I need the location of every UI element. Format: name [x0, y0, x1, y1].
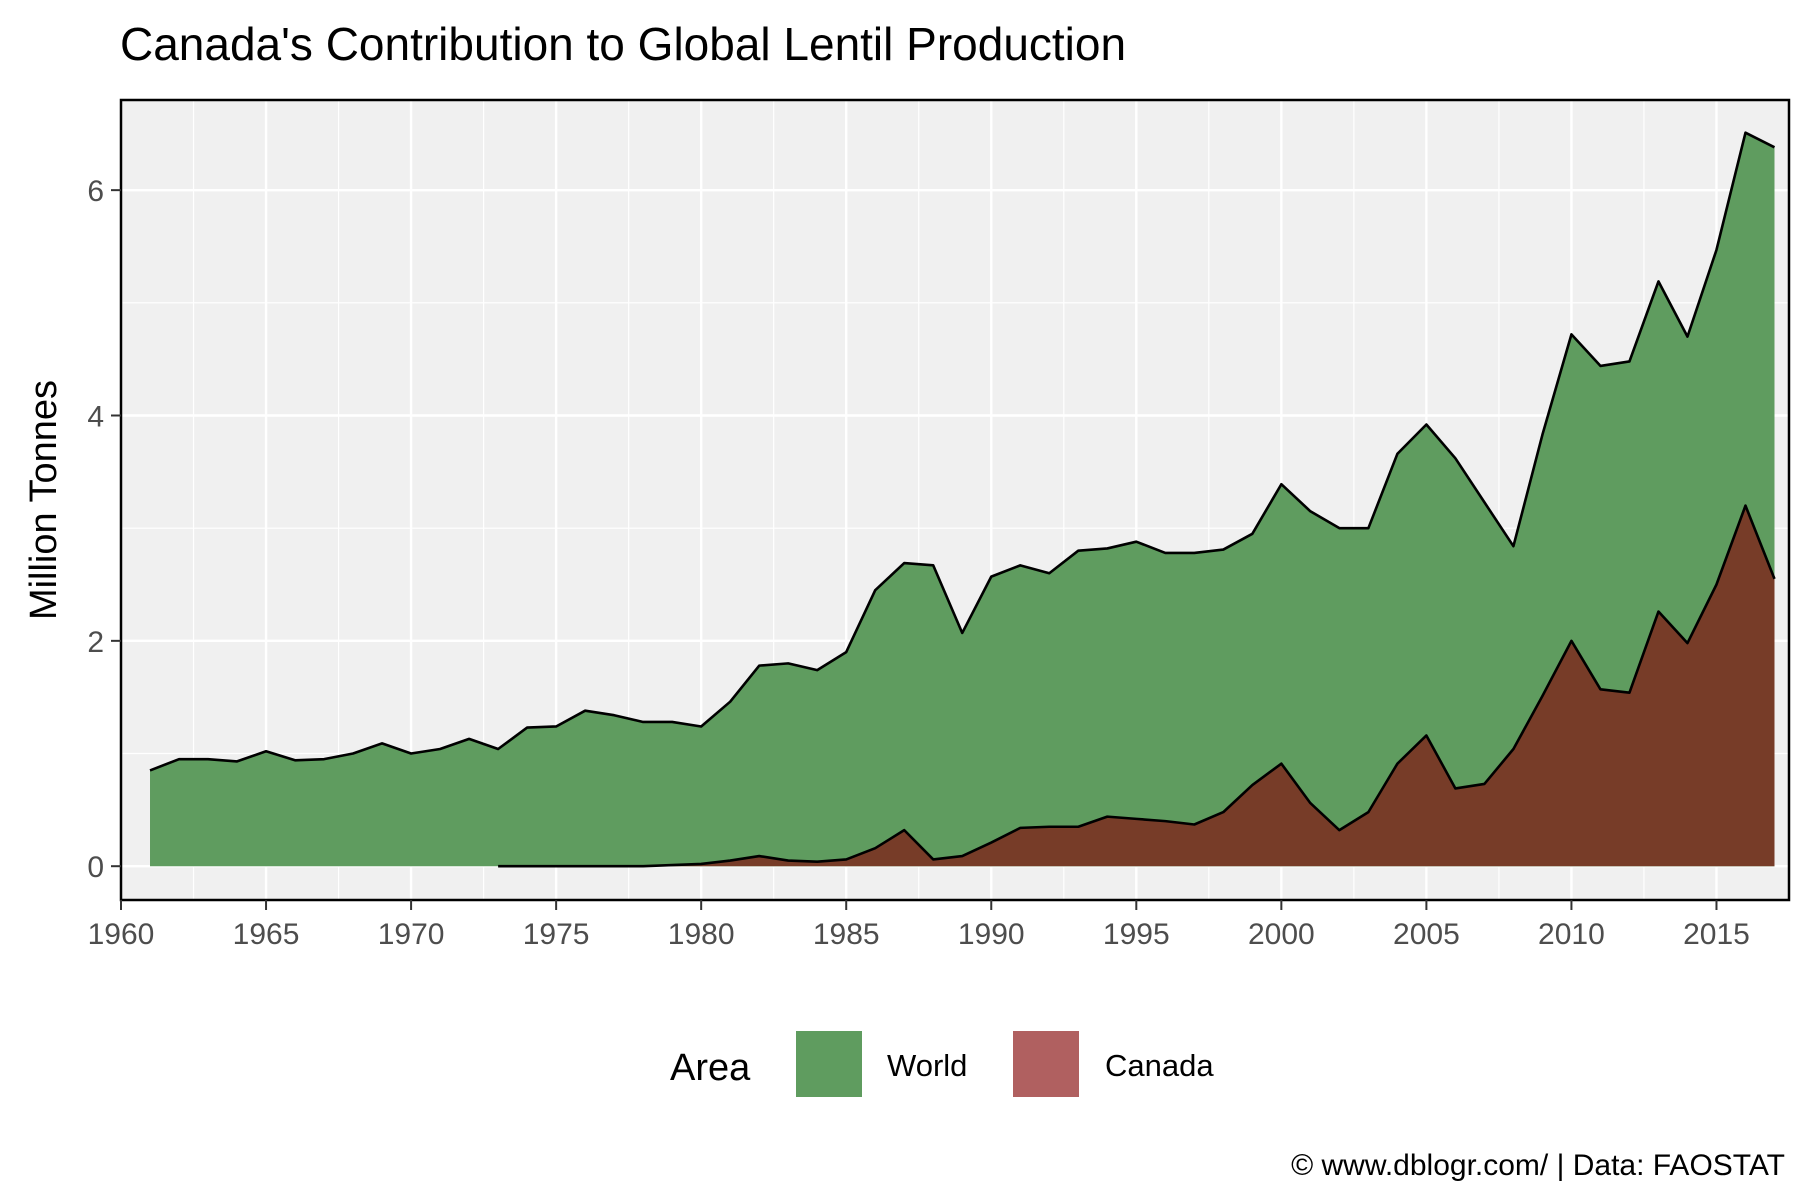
line-canada [498, 504, 1776, 868]
y-tick-label: 4 [87, 400, 104, 433]
x-tick-label: 2005 [1393, 918, 1460, 951]
plot-areas [149, 131, 1776, 868]
x-tick-label: 1965 [233, 918, 300, 951]
y-axis: 0 2 4 6 [87, 175, 121, 884]
legend-title: Area [670, 1047, 751, 1089]
x-tick-label: 1975 [523, 918, 590, 951]
x-tick-label: 1970 [378, 918, 445, 951]
x-tick-label: 2010 [1538, 918, 1605, 951]
x-tick-label: 1985 [813, 918, 880, 951]
x-tick-label: 1980 [668, 918, 735, 951]
plot-border [119, 98, 1791, 902]
area-world [150, 132, 1775, 867]
y-tick-label: 6 [87, 175, 104, 208]
chart-title: Canada's Contribution to Global Lentil P… [120, 18, 1126, 70]
x-tick-label: 1990 [958, 918, 1025, 951]
y-tick-label: 2 [87, 626, 104, 659]
legend-label-world: World [887, 1048, 967, 1083]
x-tick-label: 2015 [1683, 918, 1750, 951]
legend-label-canada: Canada [1105, 1048, 1214, 1083]
legend: Area World Canada [670, 1029, 1214, 1099]
x-tick-label: 1960 [88, 918, 155, 951]
line-world [149, 131, 1776, 772]
legend-key-canada [1011, 1029, 1081, 1099]
x-tick-label: 2000 [1248, 918, 1315, 951]
area-canada [498, 505, 1775, 867]
x-axis: 1960 1965 1970 1975 1980 1985 1990 1995 2000 2005… [88, 900, 1750, 951]
y-tick-label: 0 [87, 851, 104, 884]
caption: © www.dblogr.com/ | Data: FAOSTAT [1291, 1149, 1785, 1182]
x-tick-label: 1995 [1103, 918, 1170, 951]
y-axis-title: Million Tonnes [23, 380, 65, 620]
legend-key-world [794, 1029, 864, 1099]
